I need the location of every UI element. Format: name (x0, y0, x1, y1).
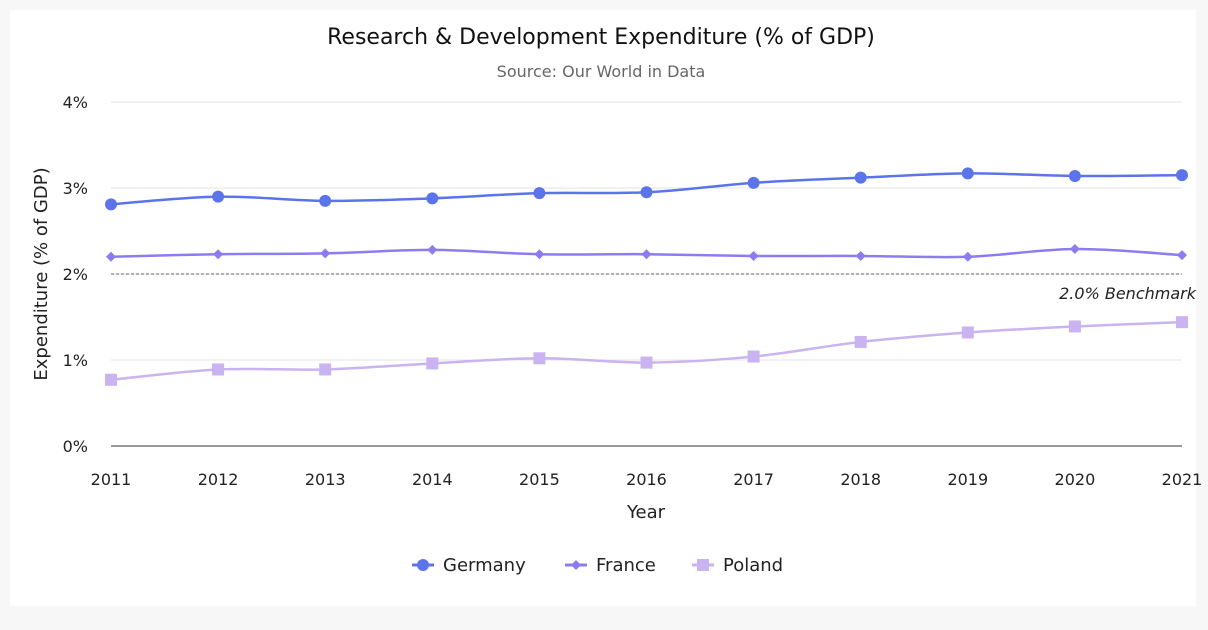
legend-marker-icon (571, 560, 581, 570)
poland-point (1068, 320, 1081, 333)
france-point (641, 249, 652, 260)
germany-point (747, 176, 760, 189)
benchmark-label: 2.0% Benchmark (1059, 284, 1197, 303)
germany-point (533, 187, 546, 200)
germany-point (319, 194, 332, 207)
legend-item-poland[interactable]: Poland (692, 555, 783, 576)
france-point (534, 249, 545, 260)
series-france (106, 244, 1187, 262)
france-point (106, 251, 116, 262)
poland-point (854, 335, 867, 348)
y-tick-label: 4% (63, 93, 88, 112)
poland-point (640, 356, 653, 369)
poland-point (319, 363, 332, 376)
france-point (748, 250, 759, 261)
germany-point (105, 198, 117, 211)
poland-line (110, 320, 1183, 382)
x-tick-label: 2015 (519, 470, 560, 489)
france-point (427, 244, 438, 255)
legend-marker-icon (417, 559, 429, 571)
france-point (962, 251, 973, 262)
y-tick-label: 3% (63, 179, 88, 198)
chart-title: Research & Development Expenditure (% of… (327, 25, 875, 50)
x-tick-label: 2020 (1055, 470, 1096, 489)
germany-point (640, 186, 653, 199)
x-tick-label: 2019 (947, 470, 988, 489)
legend-marker-icon (697, 559, 709, 571)
x-tick-label: 2011 (91, 470, 132, 489)
legend-item-germany[interactable]: Germany (412, 555, 526, 576)
france-point (320, 248, 331, 259)
x-tick-label: 2014 (412, 470, 453, 489)
y-tick-label: 2% (63, 265, 88, 284)
y-tick-label: 1% (63, 351, 88, 370)
germany-point (961, 167, 974, 180)
chart-card (10, 10, 1196, 606)
y-tick-label: 0% (63, 437, 88, 456)
germany-point (212, 190, 225, 203)
france-point (1069, 244, 1080, 255)
france-point (855, 250, 866, 261)
x-tick-label: 2021 (1162, 470, 1203, 489)
poland-point (747, 350, 760, 363)
x-tick-label: 2016 (626, 470, 667, 489)
x-tick-label: 2013 (305, 470, 346, 489)
germany-point (1176, 169, 1188, 182)
legend-label: Germany (443, 555, 526, 576)
germany-point (426, 192, 439, 205)
legend-item-france[interactable]: France (565, 555, 656, 576)
france-point (213, 249, 224, 260)
poland-point (961, 326, 974, 339)
legend-label: France (596, 555, 656, 576)
poland-point (533, 352, 546, 365)
poland-point (1176, 316, 1188, 329)
poland-point (212, 363, 225, 376)
y-axis-label: Expenditure (% of GDP) (31, 167, 52, 380)
series-poland (105, 316, 1188, 386)
x-tick-label: 2012 (198, 470, 239, 489)
x-tick-label: 2017 (733, 470, 774, 489)
x-axis-label: Year (626, 502, 666, 523)
poland-point (426, 357, 439, 370)
poland-point (105, 373, 117, 386)
legend-label: Poland (723, 555, 783, 576)
germany-point (1068, 169, 1081, 182)
chart-subtitle: Source: Our World in Data (497, 62, 706, 81)
france-point (1177, 250, 1187, 261)
series-germany (105, 167, 1188, 211)
germany-point (854, 171, 867, 184)
x-tick-label: 2018 (840, 470, 881, 489)
